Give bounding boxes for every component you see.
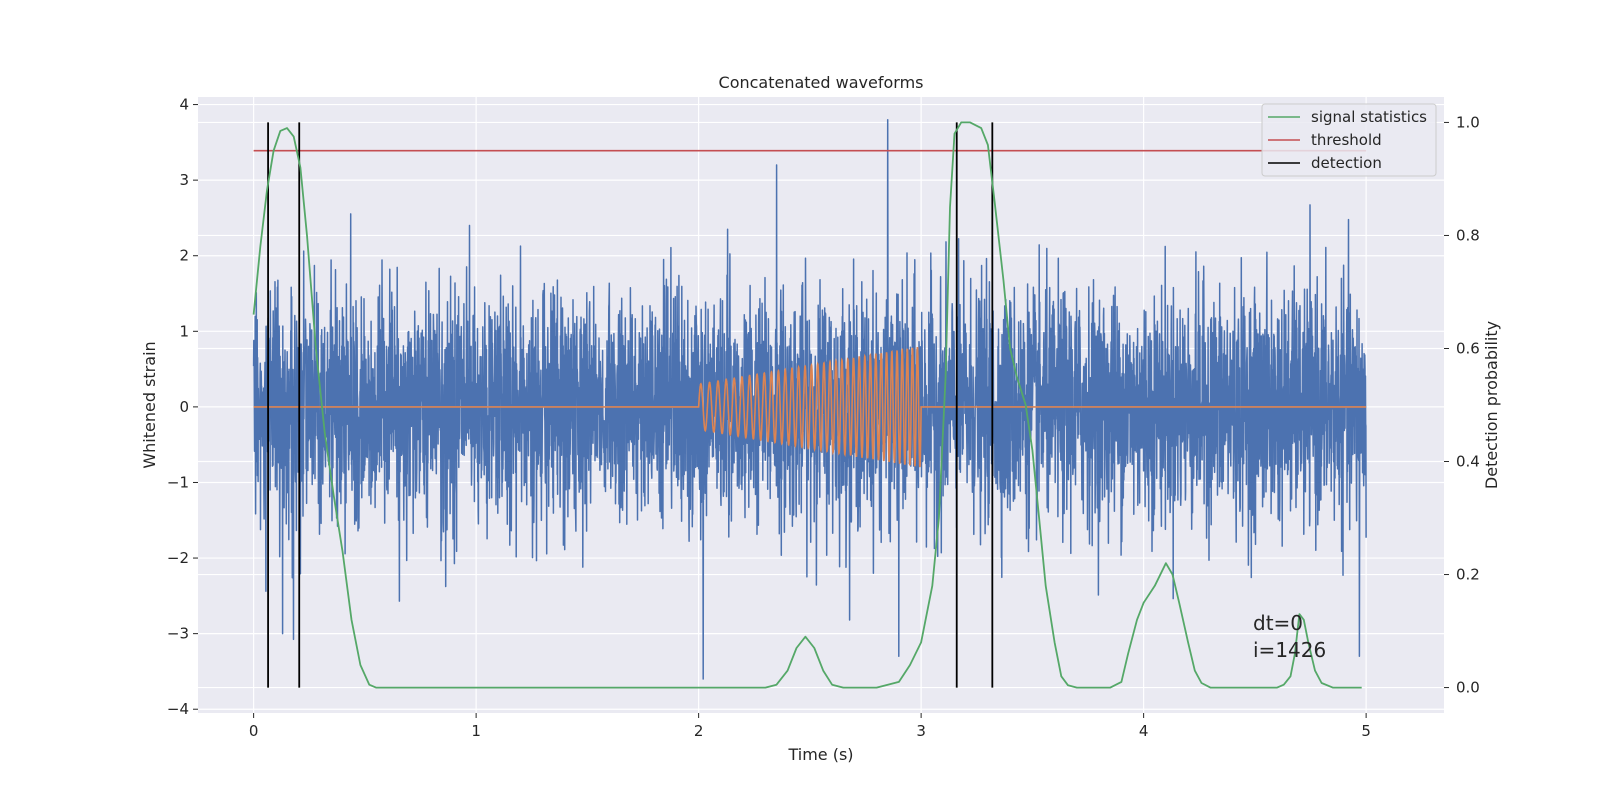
y-axis-label: Whitened strain (140, 341, 159, 468)
x-tick-label: 1 (471, 722, 481, 740)
x-tick-label: 3 (916, 722, 926, 740)
y-tick-label: −1 (167, 473, 189, 491)
y-right-tick-label: 0.2 (1456, 566, 1480, 584)
x-tick-label: 5 (1361, 722, 1371, 740)
y-tick-label: 0 (179, 398, 189, 416)
detection-series (267, 122, 994, 688)
legend-label-detection: detection (1311, 154, 1382, 172)
y-right-tick-label: 0.6 (1456, 339, 1480, 357)
x-tick-label: 0 (249, 722, 259, 740)
injection-line (253, 346, 1367, 468)
strain-series (252, 118, 1367, 680)
y-tick-label: 3 (179, 171, 189, 189)
y-tick-label: 1 (179, 322, 189, 340)
y-right-tick-label: 0.8 (1456, 226, 1480, 244)
annotation-dt: dt=0 (1253, 611, 1303, 635)
x-axis-label: Time (s) (787, 745, 853, 764)
chart-title: Concatenated waveforms (719, 73, 924, 92)
y-tick-label: −2 (167, 549, 189, 567)
legend: signal statistics threshold detection (1261, 103, 1437, 177)
x-tick-label: 4 (1139, 722, 1149, 740)
signal-statistics-series (252, 121, 1362, 689)
signal-statistics-line (252, 121, 1362, 689)
annotation-index: i=1426 (1253, 638, 1326, 662)
y-tick-label: 4 (179, 96, 189, 114)
y-tick-label: −3 (167, 625, 189, 643)
injection-series (253, 346, 1367, 468)
y-right-tick-label: 1.0 (1456, 113, 1480, 131)
y-tick-label: 2 (179, 247, 189, 265)
y-right-tick-label: 0.0 (1456, 679, 1480, 697)
x-tick-label: 2 (694, 722, 704, 740)
strain-line (252, 118, 1367, 680)
axes: 0 1 2 3 4 5 −4 −3 −2 −1 0 1 2 3 4 0.0 0.2 0.4 0.6 0.8 1.0 (167, 96, 1480, 740)
legend-box (1261, 103, 1437, 177)
legend-label-signal-statistics: signal statistics (1311, 108, 1427, 126)
y-tick-label: −4 (167, 700, 189, 718)
legend-label-threshold: threshold (1311, 131, 1382, 149)
y-axis-right-label: Detection probability (1482, 321, 1501, 489)
y-right-tick-label: 0.4 (1456, 453, 1480, 471)
